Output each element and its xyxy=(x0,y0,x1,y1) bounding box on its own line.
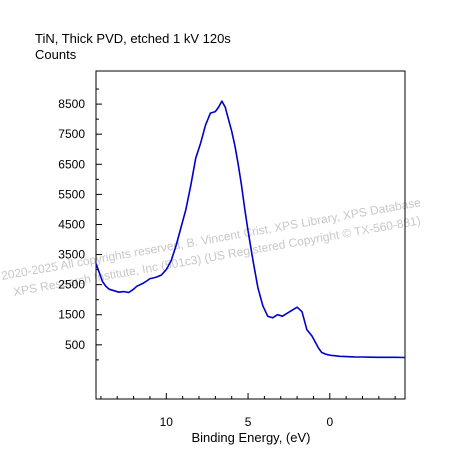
y-tick-label: 4500 xyxy=(58,217,85,231)
y-tick-label: 500 xyxy=(65,338,85,352)
chart-title: TiN, Thick PVD, etched 1 kV 120s xyxy=(35,31,231,46)
watermark-line-1: 2020-2025 All copyrights reserved, B. Vi… xyxy=(0,195,422,283)
y-tick-label: 1500 xyxy=(58,308,85,322)
y-tick-label: 3500 xyxy=(58,248,85,262)
y-tick-label: 5500 xyxy=(58,187,85,201)
x-tick-label: 0 xyxy=(326,415,333,429)
plot-frame xyxy=(95,70,406,400)
spectrum-line xyxy=(95,100,406,359)
y-axis: 500 1500 2500 3500 4500 5500 6500 7500 8500 xyxy=(58,88,102,361)
y-axis-label: Counts xyxy=(35,47,77,62)
y-tick-label: 2500 xyxy=(58,278,85,292)
x-tick-label: 5 xyxy=(245,415,252,429)
series-layer xyxy=(95,100,406,359)
x-axis-label: Binding Energy, (eV) xyxy=(191,430,311,445)
y-tick-label: 8500 xyxy=(58,97,85,111)
x-axis: 10 5 0 xyxy=(100,393,396,429)
x-tick-label: 10 xyxy=(160,415,174,429)
y-tick-label: 7500 xyxy=(58,127,85,141)
y-tick-label: 6500 xyxy=(58,157,85,171)
